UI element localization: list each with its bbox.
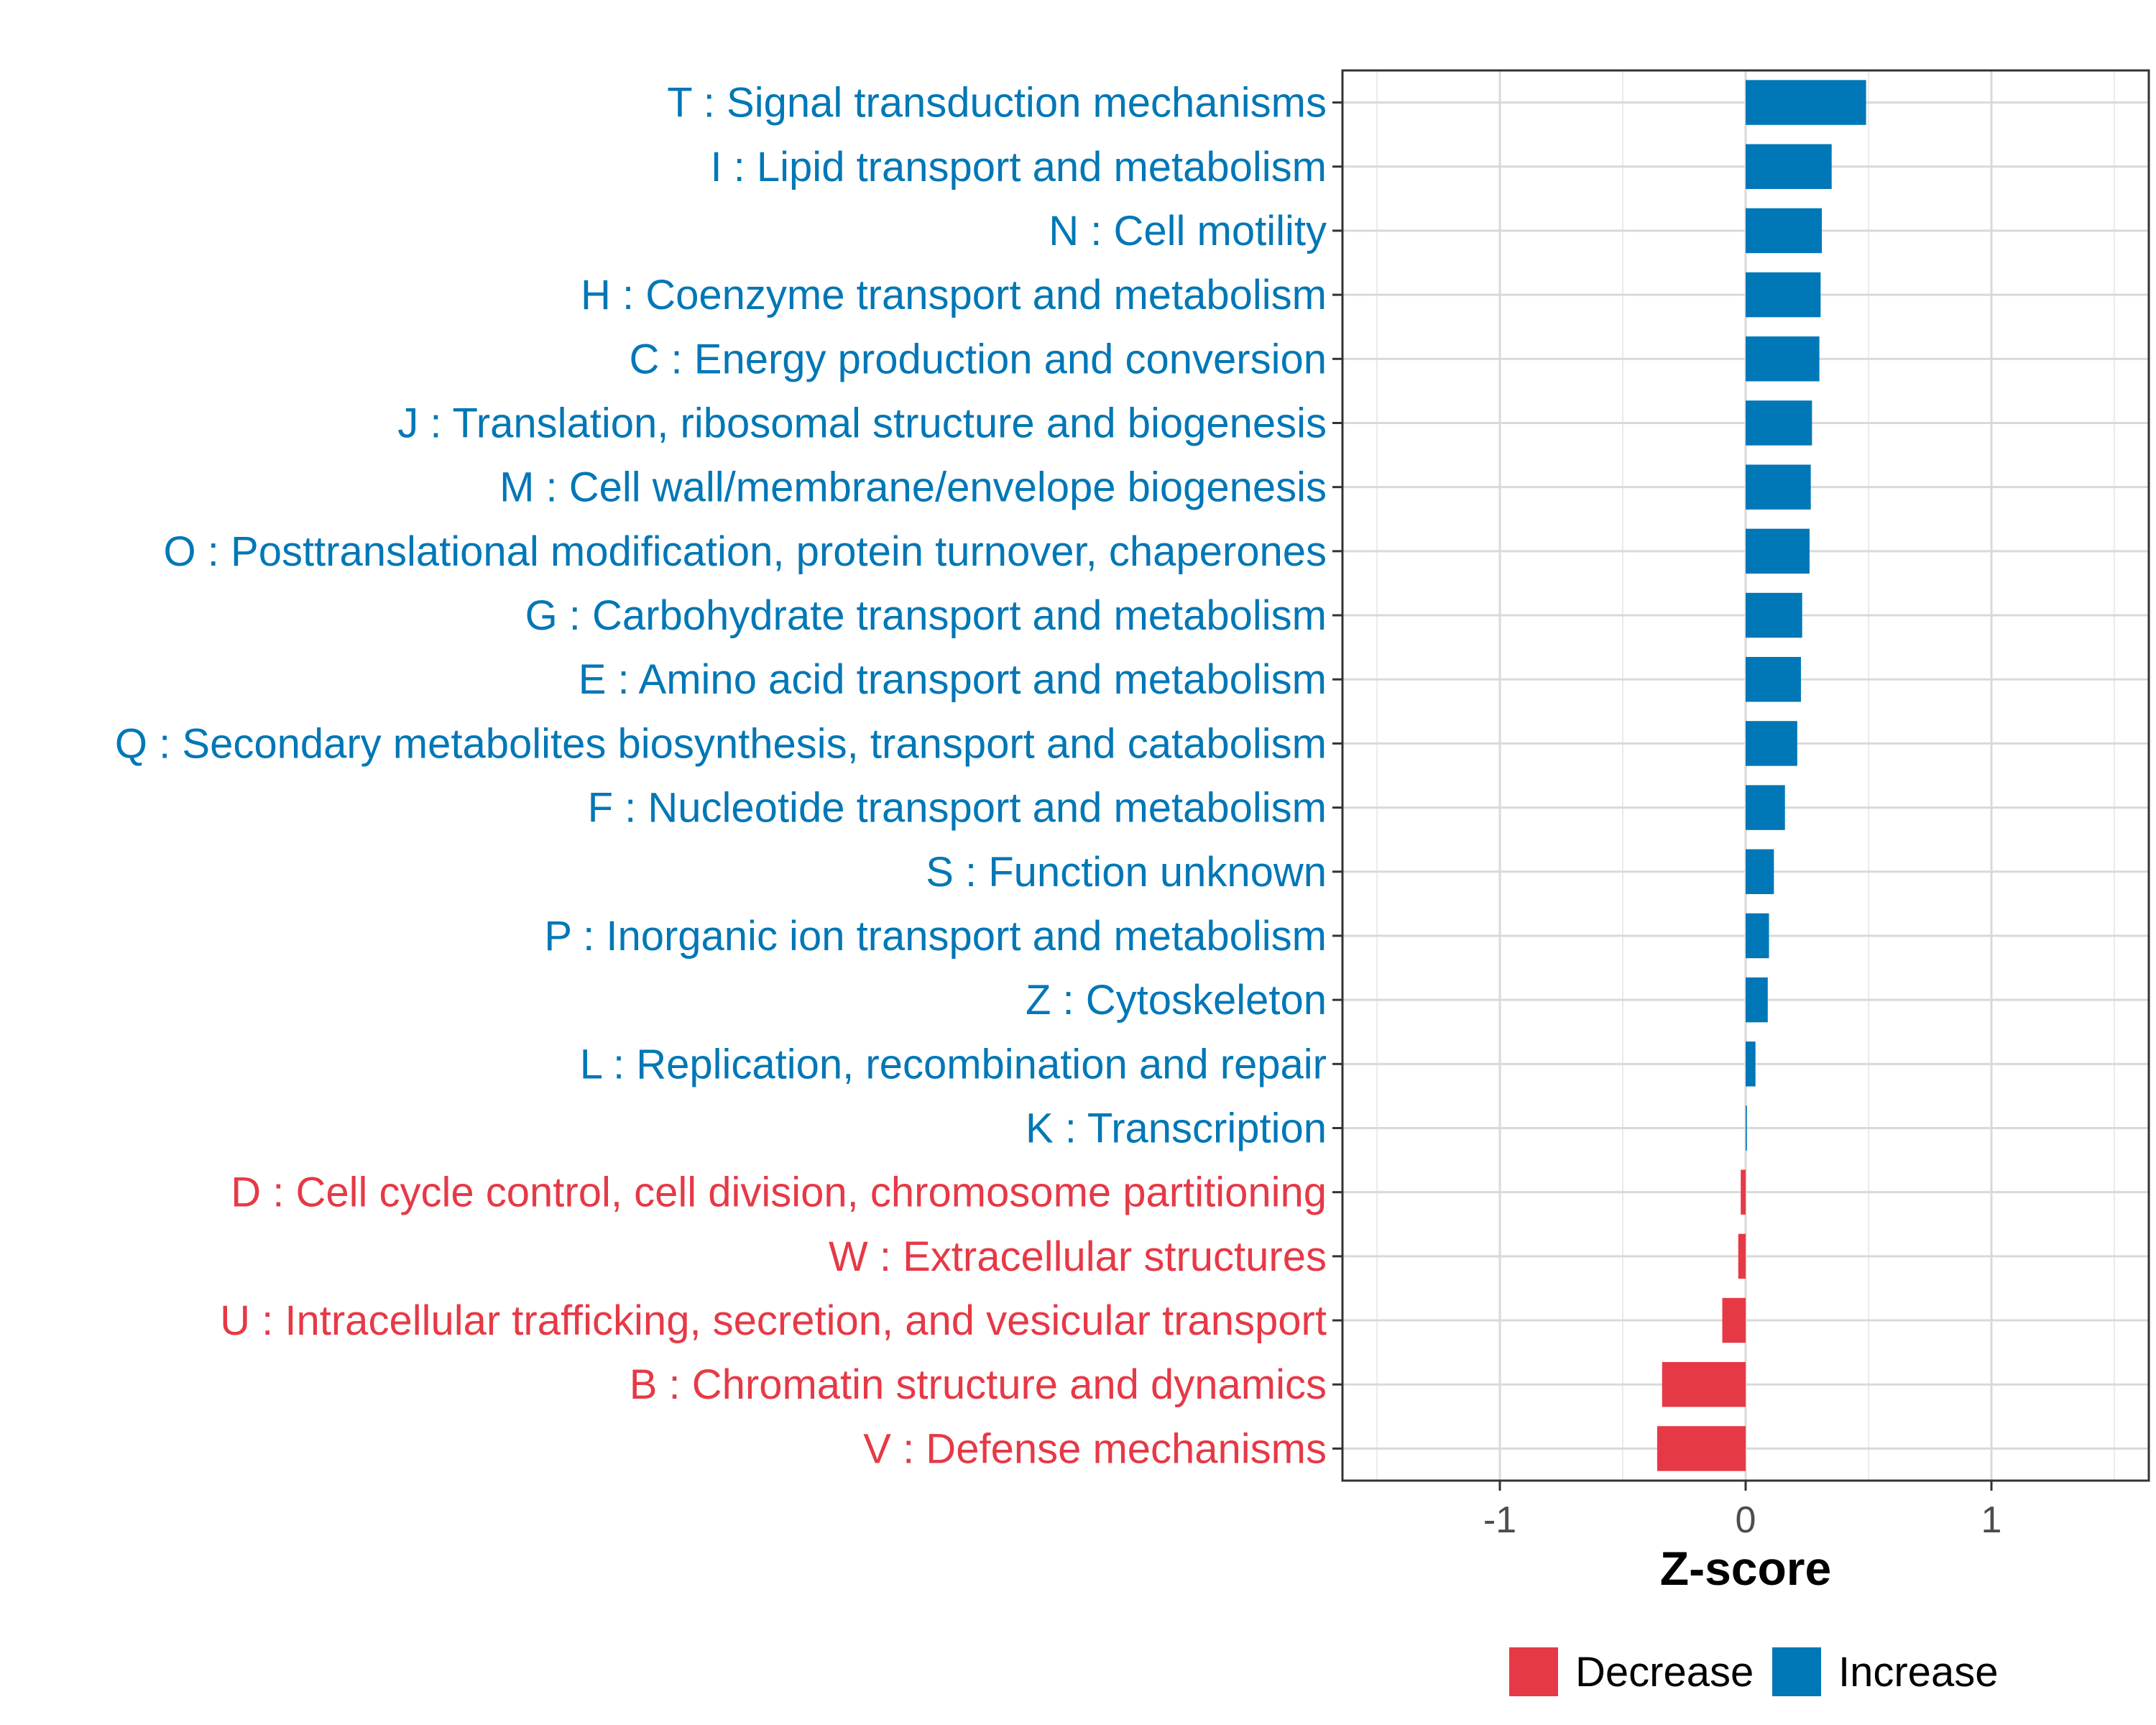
- bar: [1746, 657, 1801, 702]
- category-label: T : Signal transduction mechanisms: [667, 80, 1327, 126]
- bar: [1746, 977, 1768, 1023]
- category-label: P : Inorganic ion transport and metaboli…: [544, 913, 1327, 960]
- bar: [1746, 785, 1785, 830]
- category-label: N : Cell motility: [1049, 208, 1327, 254]
- bar: [1738, 1233, 1746, 1279]
- bar: [1746, 336, 1820, 382]
- category-label: Q : Secondary metabolites biosynthesis, …: [115, 720, 1327, 767]
- category-tick-marks: [1332, 101, 1342, 1450]
- bar: [1722, 1297, 1746, 1343]
- category-label: J : Translation, ribosomal structure and…: [397, 400, 1327, 447]
- bar: [1746, 1105, 1747, 1151]
- bar: [1746, 464, 1811, 510]
- x-tick-label: 1: [1981, 1499, 2002, 1541]
- legend-key-increase: [1772, 1647, 1821, 1696]
- category-label: K : Transcription: [1026, 1105, 1327, 1152]
- bar: [1746, 144, 1832, 189]
- bar: [1657, 1426, 1746, 1471]
- category-labels: T : Signal transduction mechanisms I : Li…: [115, 80, 1327, 1473]
- category-label: O : Posttranslational modification, prot…: [164, 528, 1327, 575]
- category-label: H : Coenzyme transport and metabolism: [581, 272, 1327, 318]
- category-label: U : Intracellular trafficking, secretion…: [220, 1297, 1327, 1344]
- bar: [1746, 528, 1810, 574]
- category-label: D : Cell cycle control, cell division, c…: [231, 1169, 1327, 1216]
- x-tick-label: -1: [1483, 1499, 1516, 1541]
- x-axis-ticks: -1 0 1: [1483, 1481, 2002, 1541]
- category-label: F : Nucleotide transport and metabolism: [588, 785, 1327, 832]
- x-tick-label: 0: [1736, 1499, 1756, 1541]
- x-axis-title: Z-score: [1660, 1542, 1831, 1595]
- category-label: S : Function unknown: [926, 849, 1327, 896]
- bar: [1746, 80, 1866, 125]
- category-label: E : Amino acid transport and metabolism: [579, 656, 1327, 703]
- bar: [1746, 592, 1802, 638]
- category-label: I : Lipid transport and metabolism: [710, 144, 1327, 190]
- category-label: G : Carbohydrate transport and metabolis…: [525, 592, 1327, 639]
- bar: [1662, 1362, 1746, 1407]
- bar-series: [1657, 80, 1866, 1471]
- bar: [1746, 400, 1812, 446]
- category-label: L : Replication, recombination and repai…: [580, 1041, 1327, 1087]
- bar: [1746, 913, 1769, 959]
- category-label: M : Cell wall/membrane/envelope biogenes…: [499, 464, 1327, 511]
- category-label: W : Extracellular structures: [829, 1233, 1327, 1280]
- category-label: B : Chromatin structure and dynamics: [630, 1361, 1327, 1408]
- legend-label-increase: Increase: [1838, 1649, 1998, 1696]
- bar: [1746, 272, 1821, 318]
- legend-label-decrease: Decrease: [1575, 1649, 1754, 1696]
- bar: [1746, 849, 1774, 894]
- legend: Decrease Increase: [1509, 1647, 1998, 1696]
- bar: [1746, 208, 1823, 254]
- category-label: V : Defense mechanisms: [863, 1425, 1327, 1472]
- bar: [1746, 1041, 1756, 1087]
- category-label: Z : Cytoskeleton: [1026, 977, 1327, 1024]
- bar: [1741, 1169, 1746, 1215]
- category-label: C : Energy production and conversion: [630, 336, 1327, 382]
- bar: [1746, 721, 1797, 766]
- legend-key-decrease: [1509, 1647, 1558, 1696]
